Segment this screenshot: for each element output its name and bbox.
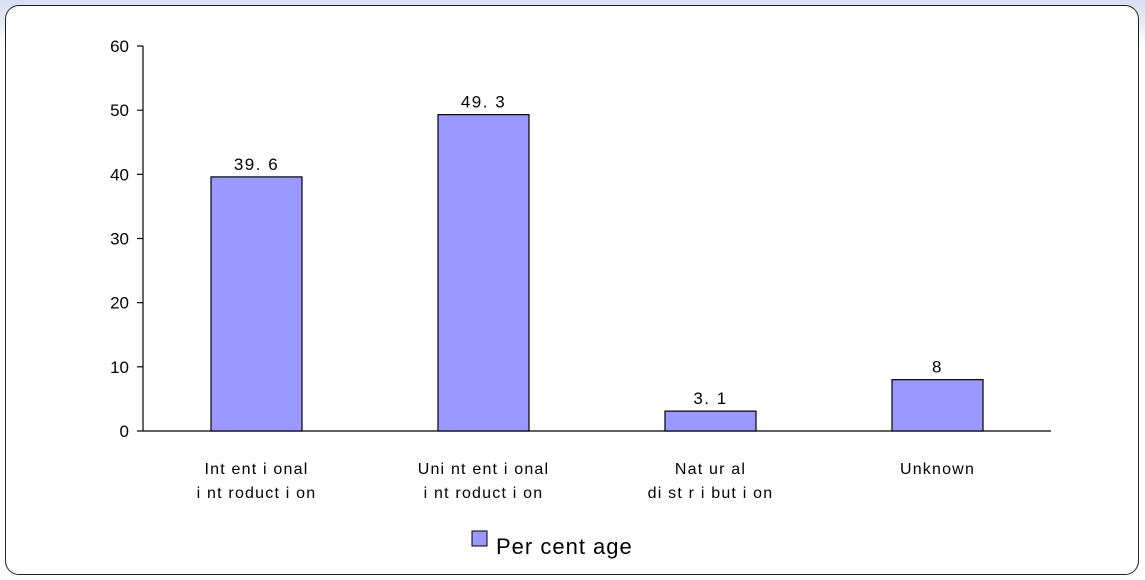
x-tick-label: Uni nt ent i onal	[418, 461, 550, 478]
x-tick-label: Nat ur al	[675, 461, 746, 478]
data-labels: 39. 6 49. 3 3. 1 8	[234, 93, 943, 408]
y-tick-label: 20	[110, 294, 129, 313]
bars	[210, 114, 984, 432]
bar	[210, 176, 303, 432]
legend-swatch	[471, 530, 488, 547]
y-tick-label: 0	[120, 422, 129, 441]
y-tick-label: 50	[110, 101, 129, 120]
data-label: 39. 6	[234, 155, 279, 174]
data-label: 49. 3	[461, 93, 506, 112]
chart-frame: 0 10 20 30 40 50 60 39. 6 49. 3 3. 1 8 Int ent i …	[5, 5, 1139, 575]
data-label: 8	[932, 358, 943, 377]
y-axis-ticks: 0 10 20 30 40 50 60	[110, 37, 143, 441]
legend-label: Per cent age	[496, 534, 633, 559]
y-tick-label: 10	[110, 358, 129, 377]
x-tick-label: Unknown	[900, 461, 975, 478]
data-label: 3. 1	[693, 389, 727, 408]
x-tick-label: Int ent i onal	[205, 461, 309, 478]
y-tick-label: 40	[110, 165, 129, 184]
legend: Per cent age	[471, 530, 633, 559]
bar	[664, 410, 757, 432]
y-tick-label: 30	[110, 230, 129, 249]
bar	[437, 114, 530, 432]
bar-chart: 0 10 20 30 40 50 60 39. 6 49. 3 3. 1 8 Int ent i …	[110, 37, 1051, 559]
x-tick-label: i nt roduct i on	[197, 485, 317, 502]
y-tick-label: 60	[110, 37, 129, 56]
x-tick-label: di st r i but i on	[648, 485, 774, 502]
bar	[891, 379, 984, 432]
x-tick-label: i nt roduct i on	[424, 485, 544, 502]
x-axis-labels: Int ent i onal i nt roduct i on Uni nt ent…	[197, 461, 975, 502]
